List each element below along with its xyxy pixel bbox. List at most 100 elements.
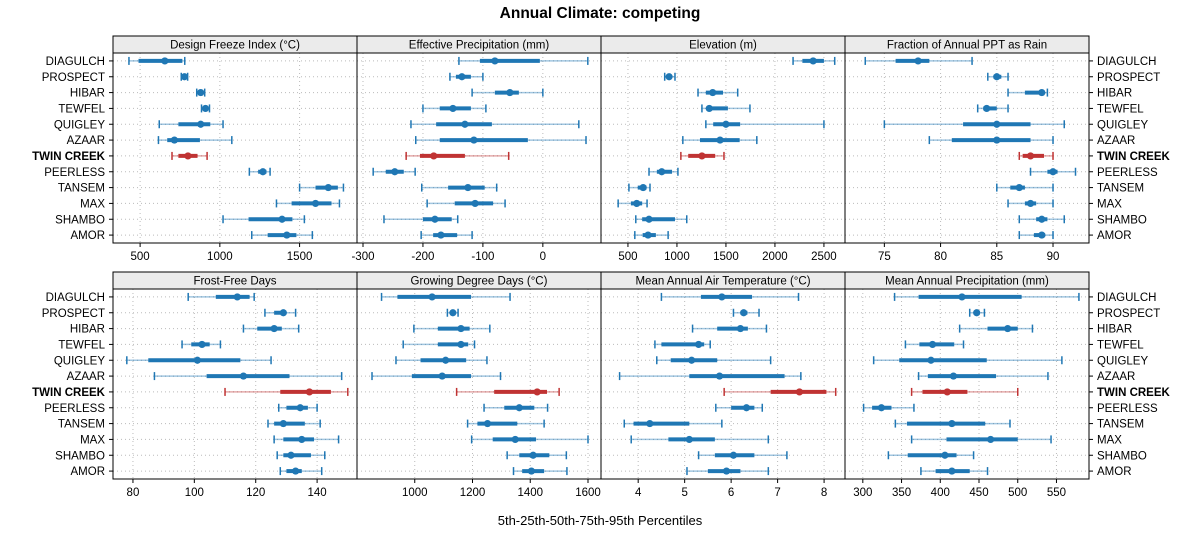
median-dot bbox=[722, 120, 730, 128]
percentile-row-tewfel bbox=[422, 104, 487, 113]
percentile-row-diagulch bbox=[893, 292, 1080, 301]
percentile-row-prospect bbox=[732, 308, 760, 317]
median-dot bbox=[1038, 215, 1046, 223]
station-label-right-peerless: PEERLESS bbox=[1097, 167, 1158, 179]
median-dot bbox=[431, 215, 439, 223]
station-label-left-hibar: HIBAR bbox=[70, 324, 105, 336]
station-label-right-diagulch: DIAGULCH bbox=[1097, 292, 1156, 304]
median-dot bbox=[438, 372, 446, 380]
station-label-left-amor: AMOR bbox=[71, 466, 106, 478]
station-label-right-azaar: AZAAR bbox=[1097, 135, 1135, 147]
percentile-row-azaar bbox=[928, 136, 1054, 145]
station-label-right-max: MAX bbox=[1097, 198, 1122, 210]
percentile-row-hibar bbox=[691, 324, 768, 333]
median-dot bbox=[506, 88, 514, 97]
percentile-row-twin-creek bbox=[405, 151, 510, 160]
x-axis-tick-label: 450 bbox=[969, 487, 988, 499]
station-label-left-peerless: PEERLESS bbox=[44, 403, 105, 415]
percentile-row-tewfel bbox=[904, 340, 965, 349]
panel-design-freeze-index-c: 500 1000 1500 Design Freeze Index (°C) bbox=[109, 35, 358, 263]
x-axis-tick-label: 1400 bbox=[517, 487, 543, 499]
median-dot bbox=[464, 183, 472, 192]
panel-strip bbox=[844, 271, 1090, 290]
median-dot bbox=[658, 168, 666, 176]
median-dot bbox=[742, 404, 751, 412]
percentile-row-amor bbox=[512, 467, 568, 476]
station-label-left-twin-creek: TWIN CREEK bbox=[32, 387, 106, 399]
median-dot bbox=[437, 231, 445, 239]
median-dot bbox=[740, 309, 748, 317]
median-dot bbox=[287, 451, 295, 459]
percentile-row-amor bbox=[686, 467, 770, 476]
median-dot bbox=[698, 152, 706, 160]
percentile-row-shambo bbox=[222, 215, 306, 224]
median-dot bbox=[633, 199, 641, 208]
median-dot bbox=[511, 435, 519, 444]
median-dot bbox=[1026, 199, 1035, 208]
percentile-row-amor bbox=[279, 467, 323, 476]
station-label-right-twin-creek: TWIN CREEK bbox=[1097, 151, 1171, 163]
percentile-row-hibar bbox=[242, 324, 300, 333]
x-axis-tick-label: 140 bbox=[308, 487, 327, 499]
percentile-row-twin-creek bbox=[723, 387, 837, 396]
x-axis-tick-label: 1000 bbox=[207, 251, 233, 263]
median-dot bbox=[736, 324, 745, 333]
x-axis-tick-label: 400 bbox=[931, 487, 950, 499]
percentile-row-quigley bbox=[158, 120, 224, 129]
median-dot bbox=[665, 73, 673, 81]
median-dot bbox=[1004, 324, 1012, 333]
percentile-row-max bbox=[910, 435, 1052, 444]
station-label-right-tansem: TANSEM bbox=[1097, 183, 1144, 195]
percentile-row-tansem bbox=[466, 419, 545, 428]
median-dot bbox=[695, 340, 703, 349]
station-label-left-max: MAX bbox=[80, 434, 105, 446]
median-dot bbox=[1026, 152, 1035, 160]
percentile-row-prospect bbox=[663, 72, 676, 81]
percentile-row-shambo bbox=[635, 215, 688, 224]
percentile-row-quigley bbox=[395, 356, 488, 365]
x-axis-tick-label: -300 bbox=[351, 251, 374, 263]
station-label-right-shambo: SHAMBO bbox=[1097, 214, 1147, 226]
percentile-row-diagulch bbox=[458, 56, 589, 65]
median-dot bbox=[948, 467, 956, 475]
panel-strip-title: Mean Annual Air Temperature (°C) bbox=[635, 276, 810, 288]
percentile-row-tansem bbox=[996, 183, 1054, 192]
station-label-right-hibar: HIBAR bbox=[1097, 324, 1132, 336]
median-dot bbox=[914, 57, 922, 65]
median-dot bbox=[458, 73, 466, 81]
percentile-row-twin-creek bbox=[1018, 151, 1054, 160]
station-label-left-shambo: SHAMBO bbox=[55, 214, 105, 226]
median-dot bbox=[948, 419, 956, 428]
median-dot bbox=[198, 340, 206, 349]
median-dot bbox=[449, 309, 457, 317]
percentile-row-max bbox=[617, 199, 648, 208]
station-label-right-tewfel: TEWFEL bbox=[1097, 339, 1144, 351]
median-dot bbox=[993, 120, 1001, 128]
percentile-row-tewfel bbox=[402, 340, 476, 349]
median-dot bbox=[1038, 231, 1046, 239]
median-dot bbox=[180, 73, 189, 81]
percentile-row-diagulch bbox=[187, 292, 255, 301]
median-dot bbox=[722, 467, 731, 475]
station-label-left-peerless: PEERLESS bbox=[44, 167, 105, 179]
station-label-right-quigley: QUIGLEY bbox=[1097, 119, 1148, 131]
station-label-left-prospect: PROSPECT bbox=[42, 72, 105, 84]
median-dot bbox=[993, 136, 1001, 144]
percentile-row-prospect bbox=[264, 308, 297, 317]
station-label-right-hibar: HIBAR bbox=[1097, 88, 1132, 100]
percentile-row-quigley bbox=[656, 356, 772, 365]
x-axis-tick-label: 90 bbox=[1047, 251, 1060, 263]
station-label-right-prospect: PROSPECT bbox=[1097, 72, 1160, 84]
percentile-row-diagulch bbox=[380, 292, 511, 301]
station-label-right-max: MAX bbox=[1097, 434, 1122, 446]
median-dot bbox=[943, 388, 951, 396]
median-dot bbox=[1015, 183, 1023, 192]
percentile-row-peerless bbox=[715, 403, 764, 412]
median-dot bbox=[645, 215, 653, 223]
median-dot bbox=[283, 231, 291, 239]
percentile-row-azaar bbox=[371, 372, 502, 381]
percentile-row-tewfel bbox=[181, 340, 222, 349]
x-axis-tick-label: 80 bbox=[127, 487, 140, 499]
percentile-row-tansem bbox=[623, 419, 723, 428]
percentile-row-peerless bbox=[648, 167, 679, 176]
